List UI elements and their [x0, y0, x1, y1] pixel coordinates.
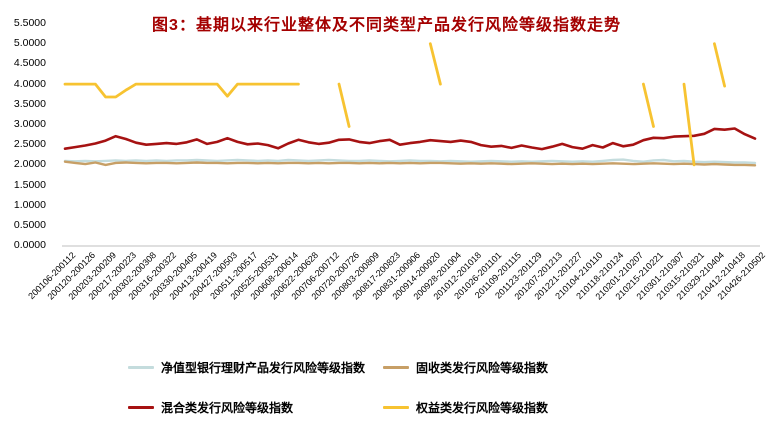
y-axis-tick-label: 4.5000	[13, 57, 46, 70]
y-axis-tick-label: 3.5000	[13, 97, 46, 110]
chart-title: 图3：基期以来行业整体及不同类型产品发行风险等级指数走势	[152, 17, 621, 34]
series-line-mixed	[63, 127, 757, 151]
legend-label-fixed-income: 固收类发行风险等级指数	[416, 361, 549, 375]
y-axis-tick-label: 5.0000	[13, 37, 46, 50]
y-axis-tick-label: 2.5000	[13, 138, 46, 151]
y-axis-tick-label: 0.5000	[13, 219, 46, 231]
series-line-net-value	[63, 158, 757, 165]
y-axis-tick-label: 3.0000	[13, 118, 46, 130]
series-line-equity	[642, 82, 655, 128]
legend-swatch-equity	[383, 406, 409, 409]
legend-label-net-value: 净值型银行理财产品发行风险等级指数	[161, 361, 366, 375]
y-axis-tick-label: 1.0000	[13, 198, 46, 211]
series-line-equity	[682, 82, 696, 167]
y-axis-tick-label: 4.0000	[13, 77, 46, 90]
series-line-fixed-income	[63, 160, 757, 167]
series-line-equity	[428, 42, 442, 86]
legend-label-equity: 权益类发行风险等级指数	[416, 401, 549, 415]
y-axis-tick-label: 1.5000	[13, 178, 46, 191]
legend-label-mixed: 混合类发行风险等级指数	[161, 401, 294, 415]
y-axis-tick-label: 0.0000	[13, 239, 46, 252]
legend-swatch-mixed	[128, 406, 154, 409]
y-axis-tick-label: 2.0000	[13, 158, 46, 171]
series-line-equity	[337, 82, 351, 128]
legend-swatch-fixed-income	[383, 366, 409, 369]
legend-swatch-net-value	[128, 366, 154, 369]
series-line-equity	[63, 82, 300, 99]
y-axis-tick-label: 5.5000	[13, 17, 46, 29]
series-line-equity	[713, 42, 726, 88]
